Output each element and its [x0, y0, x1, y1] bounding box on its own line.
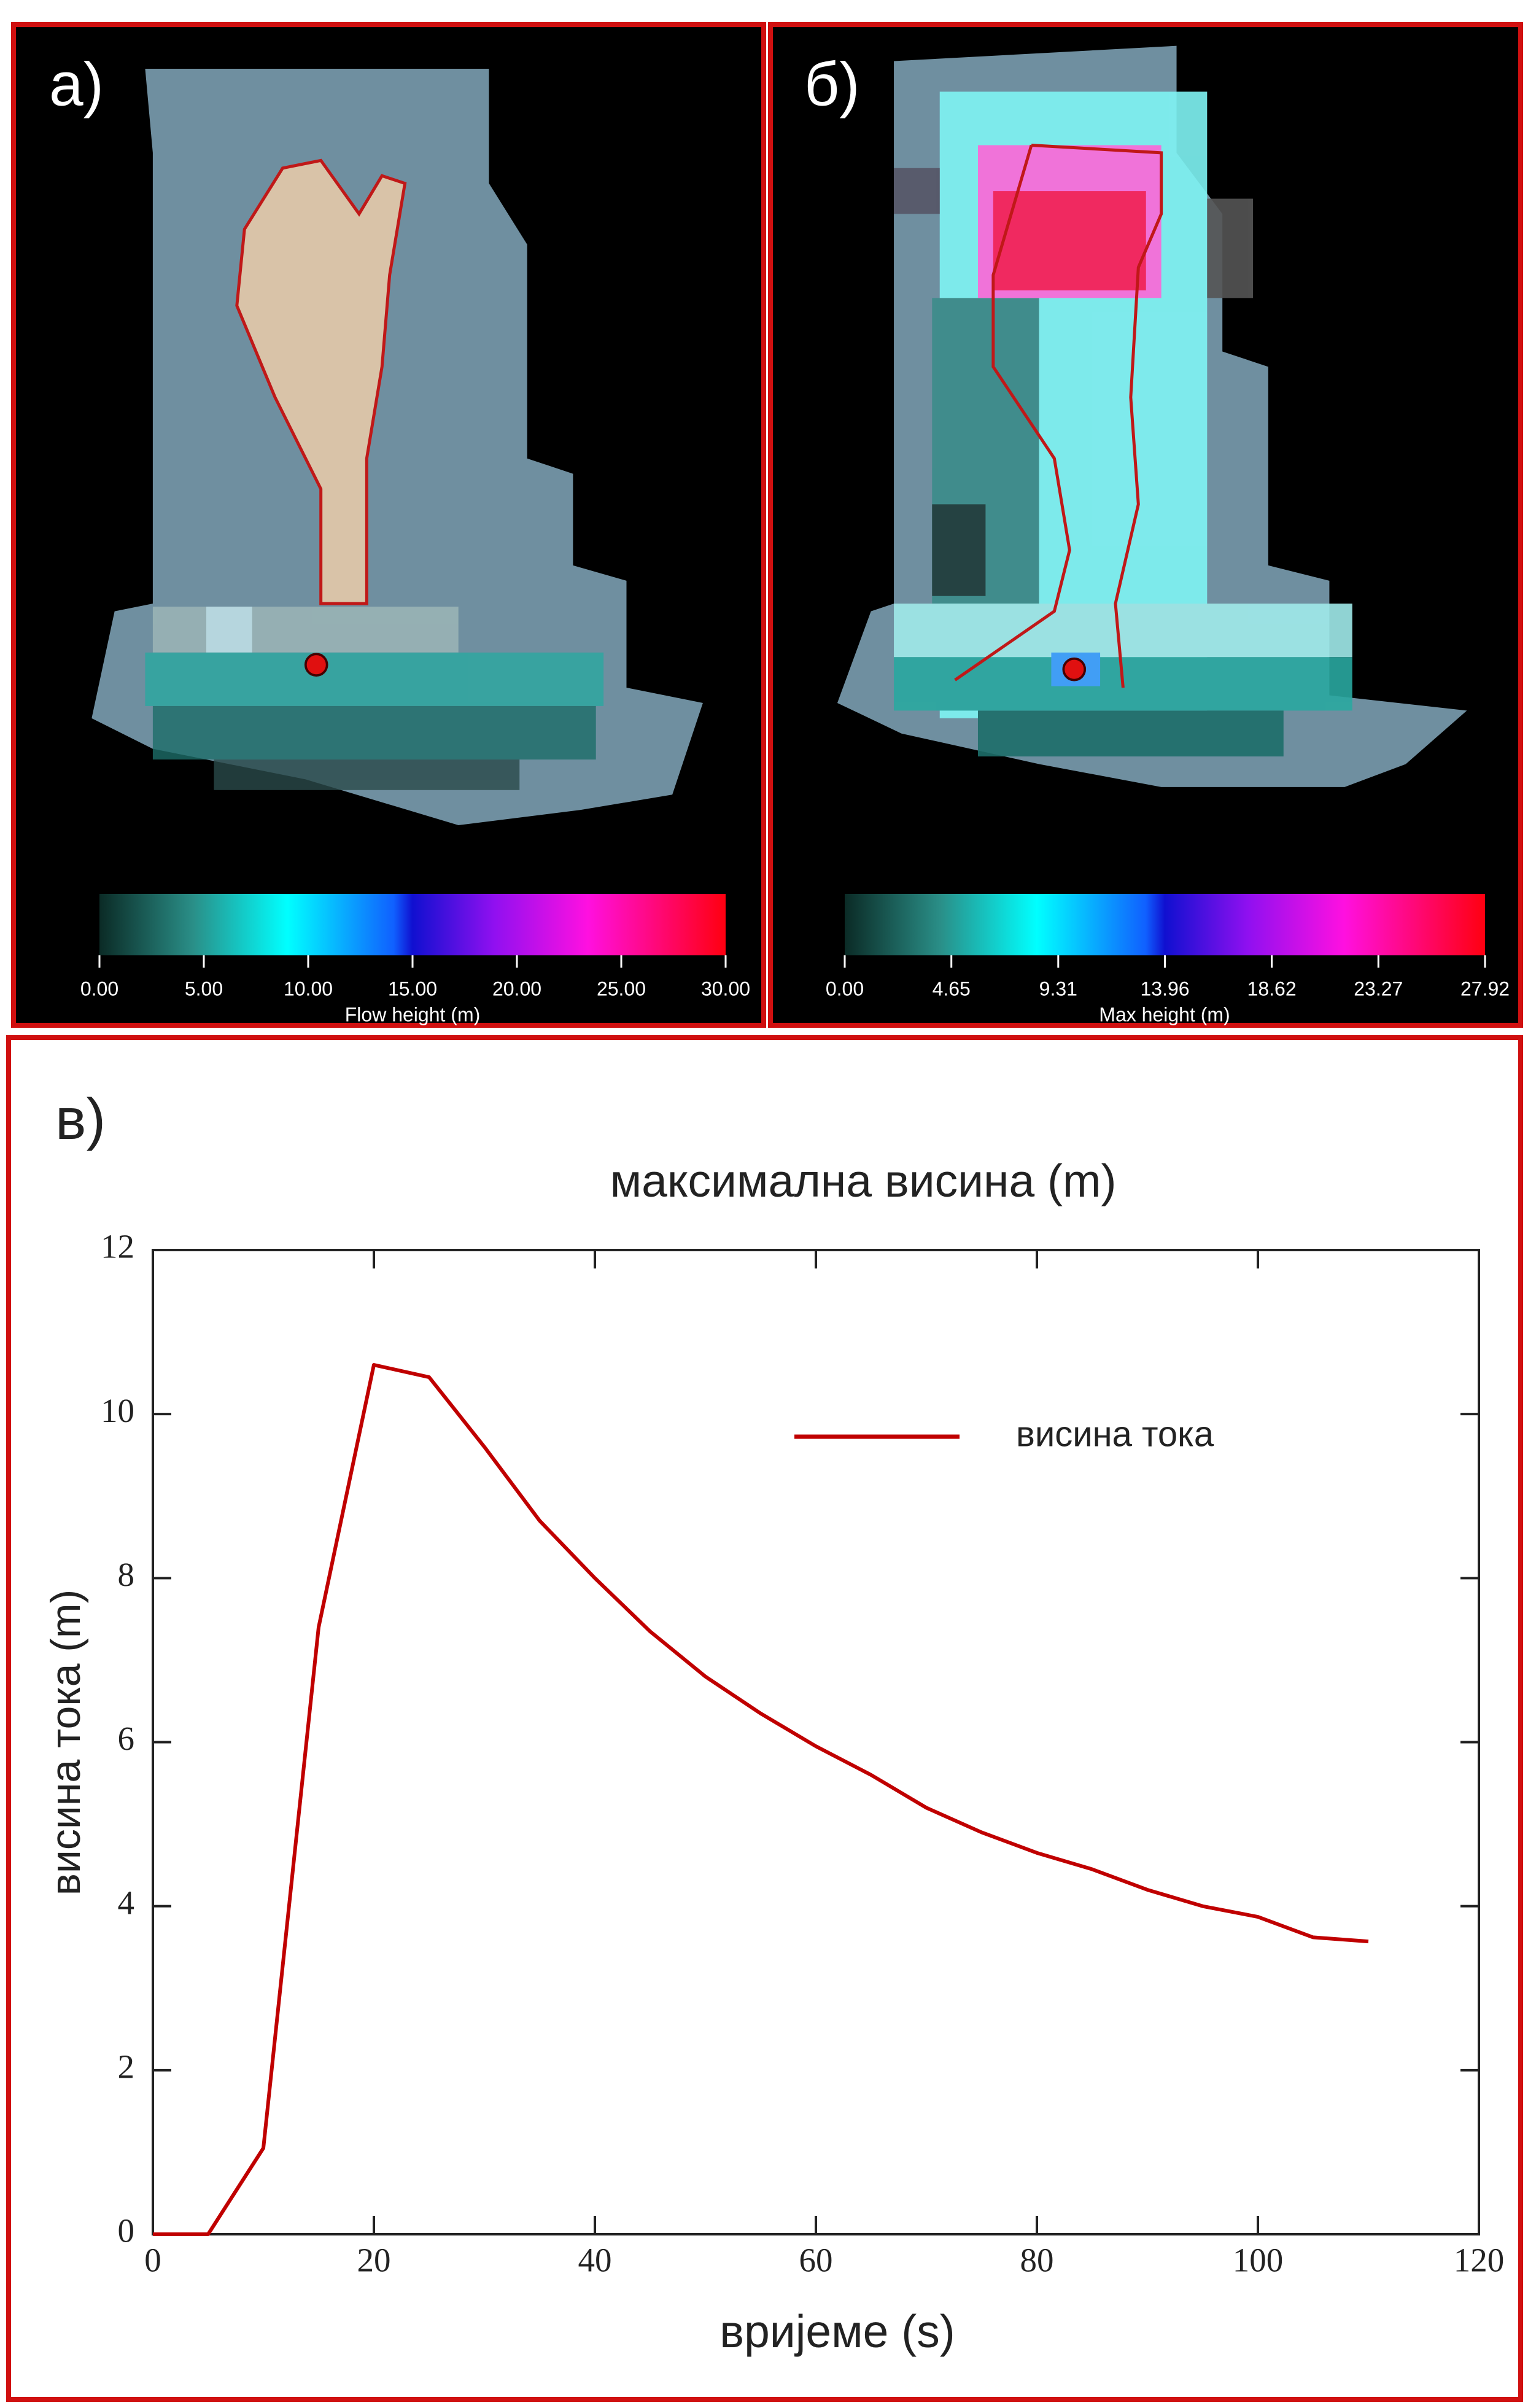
probe-point — [1062, 657, 1087, 682]
y-tick-label: 8 — [118, 1556, 135, 1593]
legend-label: висина тока — [1016, 1414, 1214, 1454]
colorbar-tick-label: 10.00 — [284, 977, 333, 1000]
colorbar — [99, 894, 726, 955]
x-tick-label: 60 — [799, 2242, 833, 2279]
panel-label: в) — [55, 1087, 106, 1152]
colorbar-label: Max height (m) — [1099, 1003, 1230, 1025]
colorbar-tick-label: 20.00 — [492, 977, 541, 1000]
x-tick-label: 120 — [1454, 2242, 1505, 2279]
x-tick-label: 0 — [144, 2242, 161, 2279]
colorbar — [845, 894, 1485, 955]
colorbar-tick-label: 9.31 — [1039, 977, 1077, 1000]
panel-label: a) — [49, 50, 104, 118]
y-tick-label: 10 — [101, 1392, 134, 1429]
grid-cells — [894, 91, 1352, 757]
colorbar-tick-label: 30.00 — [701, 977, 750, 1000]
colorbar-tick-label: 27.92 — [1460, 977, 1510, 1000]
x-tick-label: 80 — [1020, 2242, 1054, 2279]
y-tick-label: 4 — [118, 1884, 135, 1921]
colorbar-tick-label: 23.27 — [1354, 977, 1403, 1000]
colorbar-tick-label: 15.00 — [388, 977, 437, 1000]
colorbar-tick-label: 25.00 — [597, 977, 646, 1000]
data-line — [153, 1363, 1369, 2236]
x-tick-label: 20 — [357, 2242, 391, 2279]
y-tick-label: 2 — [118, 2048, 135, 2085]
y-tick-label: 0 — [118, 2212, 135, 2250]
colorbar-tick-label: 18.62 — [1247, 977, 1297, 1000]
y-axis-label: висина тока (m) — [42, 1590, 89, 1895]
colorbar-tick-label: 13.96 — [1140, 977, 1189, 1000]
colorbar-tick-label: 4.65 — [933, 977, 971, 1000]
panel-label: б) — [804, 50, 860, 118]
colorbar-tick-label: 0.00 — [80, 977, 118, 1000]
x-tick-label: 40 — [578, 2242, 612, 2279]
colorbar-tick-label: 5.00 — [185, 977, 223, 1000]
flow-area — [235, 158, 407, 605]
colorbar-label: Flow height (m) — [345, 1003, 481, 1025]
map-imagery — [91, 45, 1467, 826]
panel-c — [6, 1035, 1523, 2402]
chart-title: максимална висина (m) — [610, 1155, 1117, 1206]
y-tick-label: 6 — [118, 1720, 135, 1757]
x-tick-label: 100 — [1233, 2242, 1284, 2279]
y-tick-label: 12 — [101, 1228, 134, 1265]
grid-cells — [145, 607, 604, 790]
flow-outline — [954, 143, 1163, 688]
x-axis-label: вријеме (s) — [719, 2305, 955, 2357]
colorbar-tick-label: 0.00 — [826, 977, 864, 1000]
probe-point — [304, 653, 328, 677]
